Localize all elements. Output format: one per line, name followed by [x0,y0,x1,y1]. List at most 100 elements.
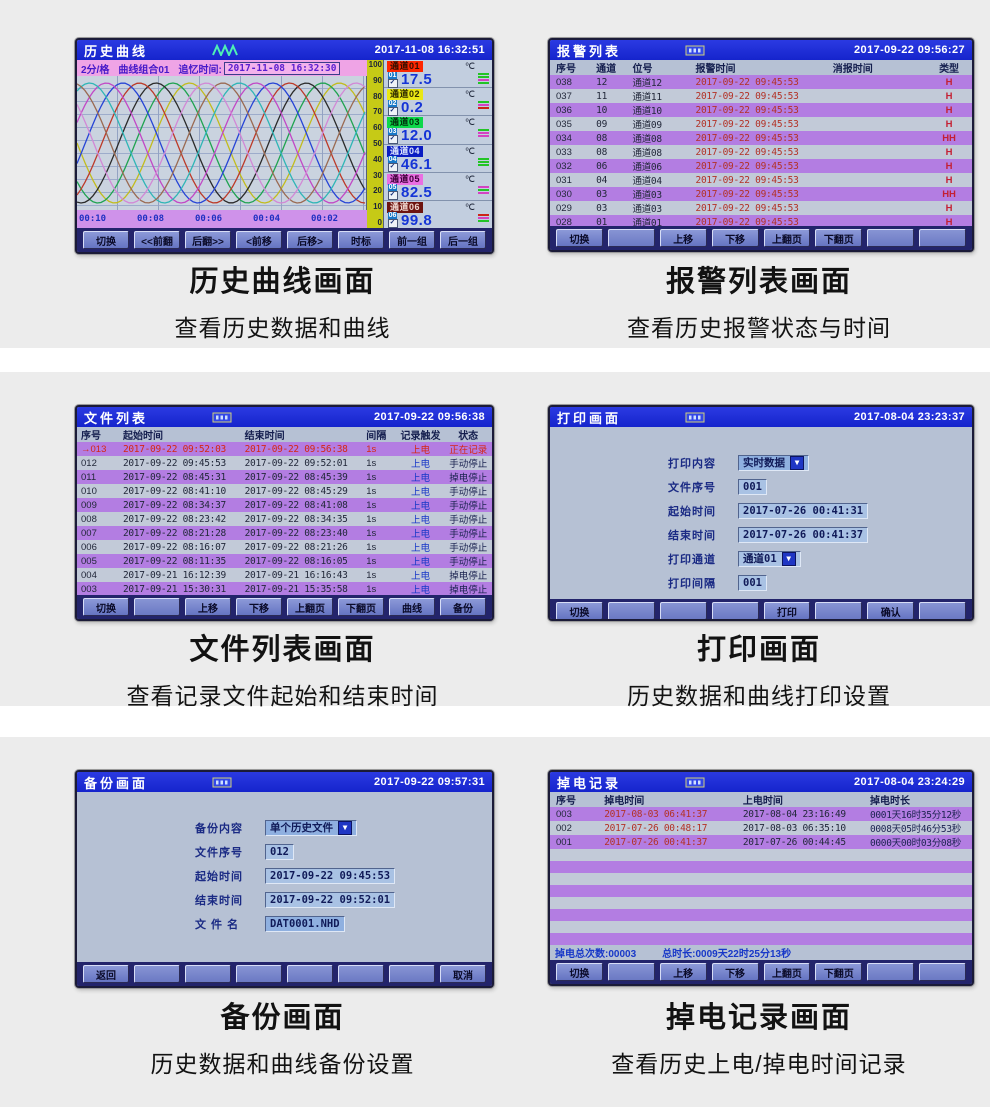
softkey-blank[interactable] [236,965,282,983]
dropdown-select[interactable]: 通道01 ▼ [738,550,801,567]
value-input[interactable]: 2017-09-22 09:45:53 [265,867,396,884]
alarm-row[interactable]: 037 11 通道11 2017-09-22 09:45:53 H [550,89,972,103]
softkey-blank[interactable] [134,598,180,616]
value-input[interactable]: 012 [265,843,294,860]
value-input[interactable]: 2017-09-22 09:52:01 [265,891,396,908]
chevron-down-icon[interactable]: ▼ [790,455,804,470]
file-row[interactable]: 006 2017-09-22 08:16:07 2017-09-22 08:21:2… [77,540,492,554]
recall-time-value[interactable]: 2017-11-08 16:32:30 [223,61,341,75]
softkey-切换[interactable]: 切换 [556,963,603,981]
alarm-row[interactable]: 028 01 通道01 2017-09-22 09:45:53 H [550,215,972,226]
alarm-row[interactable]: 031 04 通道04 2017-09-22 09:45:53 H [550,173,972,187]
softkey-下移[interactable]: 下移 [236,598,282,616]
softkey-时标[interactable]: 时标 [338,231,384,249]
softkey-后一组[interactable]: 后一组 [440,231,486,249]
softkey-后移>[interactable]: 后移> [287,231,333,249]
softkey-下移[interactable]: 下移 [711,963,759,981]
softkey-blank[interactable] [607,602,655,619]
poweroff-row[interactable] [550,921,972,933]
softkey-<前移[interactable]: <前移 [236,231,282,249]
softkey-blank[interactable] [919,229,966,247]
softkey-blank[interactable] [338,965,384,983]
poweroff-row[interactable] [550,873,972,885]
channel-checkbox-icon[interactable]: ✓ [387,219,398,229]
file-row[interactable]: 007 2017-09-22 08:21:28 2017-09-22 08:23:4… [77,526,492,540]
alarm-row[interactable]: 038 12 通道12 2017-09-22 09:45:53 H [550,75,972,89]
softkey-切换[interactable]: 切换 [556,602,603,619]
poweroff-row[interactable] [550,861,972,873]
poweroff-row[interactable]: 002 2017-07-26 00:48:17 2017-08-03 06:35:1… [550,821,972,835]
softkey-上翻页[interactable]: 上翻页 [763,963,811,981]
value-input[interactable]: 001 [738,574,767,591]
value-input[interactable]: DAT0001.NHD [265,915,345,932]
softkey-blank[interactable] [711,602,759,619]
softkey-备份[interactable]: 备份 [440,598,486,616]
softkey-下翻页[interactable]: 下翻页 [815,229,863,247]
softkey-下移[interactable]: 下移 [711,229,759,247]
softkey-曲线[interactable]: 曲线 [389,598,435,616]
value-input[interactable]: 001 [738,478,767,495]
chevron-down-icon[interactable]: ▼ [338,820,352,835]
softkey-上翻页[interactable]: 上翻页 [287,598,333,616]
softkey-blank[interactable] [287,965,333,983]
softkey-后翻>>[interactable]: 后翻>> [185,231,231,249]
softkey-返回[interactable]: 返回 [83,965,129,983]
file-row[interactable]: 003 2017-09-21 15:30:31 2017-09-21 15:35:5… [77,582,492,595]
softkey-blank[interactable] [607,963,655,981]
alarm-row[interactable]: 034 08 通道08 2017-09-22 09:45:53 HH [550,131,972,145]
softkey-切换[interactable]: 切换 [83,231,129,249]
alarm-row[interactable]: 036 10 通道10 2017-09-22 09:45:53 H [550,103,972,117]
alarm-row[interactable]: 032 06 通道06 2017-09-22 09:45:53 H [550,159,972,173]
softkey-blank[interactable] [919,963,966,981]
softkey-blank[interactable] [389,965,435,983]
softkey-打印[interactable]: 打印 [763,602,811,619]
softkey-blank[interactable] [607,229,655,247]
poweroff-row[interactable] [550,885,972,897]
channel-checkbox-icon[interactable]: ✓ [387,191,398,201]
channel-checkbox-icon[interactable]: ✓ [387,106,398,116]
softkey-确认[interactable]: 确认 [867,602,915,619]
poweroff-row[interactable] [550,897,972,909]
poweroff-row[interactable] [550,909,972,921]
softkey-上翻页[interactable]: 上翻页 [763,229,811,247]
softkey-<<前翻[interactable]: <<前翻 [134,231,180,249]
dropdown-select[interactable]: 单个历史文件 ▼ [265,819,357,836]
file-row[interactable]: 011 2017-09-22 08:45:31 2017-09-22 08:45:3… [77,470,492,484]
file-row[interactable]: 012 2017-09-22 09:45:53 2017-09-22 09:52:0… [77,456,492,470]
chevron-down-icon[interactable]: ▼ [781,551,796,566]
file-row[interactable]: 010 2017-09-22 08:41:10 2017-09-22 08:45:2… [77,484,492,498]
value-input[interactable]: 2017-07-26 00:41:31 [738,502,869,519]
softkey-blank[interactable] [185,965,231,983]
softkey-blank[interactable] [659,602,707,619]
alarm-row[interactable]: 035 09 通道09 2017-09-22 09:45:53 H [550,117,972,131]
softkey-blank[interactable] [867,229,915,247]
dropdown-select[interactable]: 实时数据 ▼ [738,454,809,471]
file-row[interactable]: 005 2017-09-22 08:11:35 2017-09-22 08:16:0… [77,554,492,568]
softkey-blank[interactable] [815,602,863,619]
softkey-blank[interactable] [134,965,180,983]
softkey-切换[interactable]: 切换 [83,598,129,616]
file-row[interactable]: 004 2017-09-21 16:12:39 2017-09-21 16:16:4… [77,568,492,582]
channel-checkbox-icon[interactable]: ✓ [387,78,398,88]
poweroff-row[interactable] [550,933,972,945]
channel-checkbox-icon[interactable]: ✓ [387,163,398,173]
channel-checkbox-icon[interactable]: ✓ [387,134,398,144]
alarm-row[interactable]: 030 03 通道03 2017-09-22 09:45:53 HH [550,187,972,201]
value-input[interactable]: 2017-07-26 00:41:37 [738,526,869,543]
softkey-上移[interactable]: 上移 [185,598,231,616]
alarm-row[interactable]: 033 08 通道08 2017-09-22 09:45:53 H [550,145,972,159]
poweroff-row[interactable] [550,849,972,861]
poweroff-row[interactable]: 001 2017-07-26 00:41:37 2017-07-26 00:44:4… [550,835,972,849]
softkey-下翻页[interactable]: 下翻页 [338,598,384,616]
softkey-上移[interactable]: 上移 [659,229,707,247]
softkey-blank[interactable] [919,602,966,619]
poweroff-row[interactable]: 003 2017-08-03 06:41:37 2017-08-04 23:16:4… [550,807,972,821]
alarm-row[interactable]: 029 03 通道03 2017-09-22 09:45:53 H [550,201,972,215]
softkey-上移[interactable]: 上移 [659,963,707,981]
file-row[interactable]: 008 2017-09-22 08:23:42 2017-09-22 08:34:3… [77,512,492,526]
softkey-切换[interactable]: 切换 [556,229,603,247]
softkey-前一组[interactable]: 前一组 [389,231,435,249]
softkey-取消[interactable]: 取消 [440,965,486,983]
curve-group[interactable]: 曲线组合01 [118,64,170,76]
softkey-blank[interactable] [867,963,915,981]
